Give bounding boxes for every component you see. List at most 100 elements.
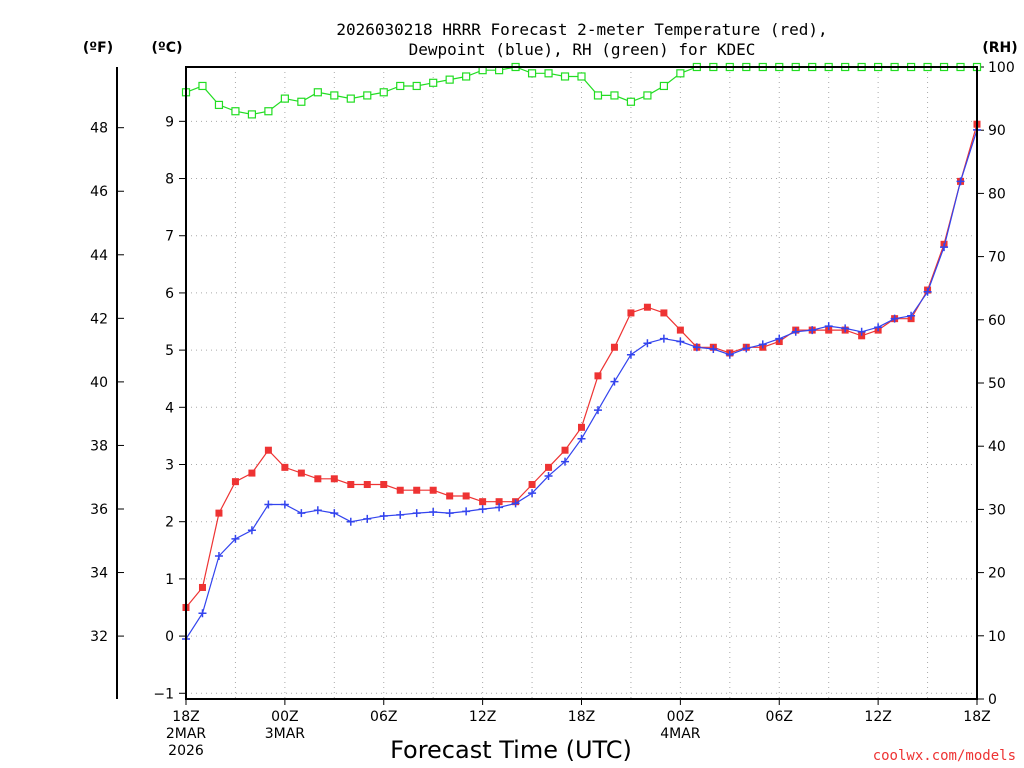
temperature-point xyxy=(660,309,668,317)
dewpoint-point xyxy=(445,509,454,518)
rh-point xyxy=(593,91,603,100)
dewpoint-point xyxy=(610,377,619,386)
dewpoint-point xyxy=(841,324,850,333)
celsius-tick-label: 9 xyxy=(165,114,174,130)
rh-tick-label: 40 xyxy=(988,439,1006,455)
fahrenheit-tick-label: 32 xyxy=(90,629,108,645)
dewpoint-point xyxy=(462,507,471,516)
celsius-tick-label: 6 xyxy=(165,286,174,302)
dewpoint-point xyxy=(709,344,718,353)
dewpoint-point xyxy=(725,350,734,359)
dewpoint-point xyxy=(643,339,652,348)
rh-point xyxy=(379,88,388,97)
temperature-point xyxy=(446,492,454,500)
dewpoint-point xyxy=(956,177,965,186)
x-tick-label: 00Z xyxy=(667,709,694,725)
plot-frame xyxy=(185,66,978,700)
x-tick-label: 12Z xyxy=(864,709,891,725)
chart-title-line-2: Dewpoint (blue), RH (green) for KDEC xyxy=(409,40,756,59)
dewpoint-point xyxy=(495,503,504,512)
temperature-point xyxy=(264,446,272,454)
dewpoint-point xyxy=(330,509,339,518)
dewpoint-point xyxy=(824,322,833,331)
x-tick-label: 06Z xyxy=(370,709,397,725)
rh-tick-label: 50 xyxy=(988,376,1006,392)
rh-point xyxy=(445,75,454,84)
temperature-point xyxy=(578,423,585,431)
dewpoint-point xyxy=(478,505,487,514)
rh-point xyxy=(577,72,586,81)
series-layer xyxy=(181,62,982,643)
dewpoint-point xyxy=(808,326,817,335)
dewpoint-point xyxy=(676,337,685,346)
rh-unit-label: (RH) xyxy=(982,40,1017,56)
celsius-tick-label: 0 xyxy=(165,629,174,645)
temperature-point xyxy=(858,332,866,340)
celsius-tick-label: 8 xyxy=(165,172,174,188)
rh-point xyxy=(610,91,619,100)
rh-point xyxy=(297,97,306,106)
dewpoint-point xyxy=(412,509,421,518)
x-tick-label: 18Z xyxy=(172,709,199,725)
dewpoint-point xyxy=(379,511,388,520)
dewpoint-point xyxy=(593,406,602,415)
x-tick-label: 2026 xyxy=(168,743,204,759)
chart-title-line-1: 2026030218 HRRR Forecast 2-meter Tempera… xyxy=(336,20,827,39)
celsius-tick-label: 1 xyxy=(165,572,174,588)
temperature-point xyxy=(347,481,355,489)
fahrenheit-tick-label: 36 xyxy=(90,502,108,518)
dewpoint-point xyxy=(396,510,405,519)
dewpoint-point xyxy=(198,609,207,618)
rh-tick-label: 70 xyxy=(988,250,1006,266)
x-axis-label: Forecast Time (UTC) xyxy=(390,736,632,764)
dewpoint-point xyxy=(429,507,438,516)
rh-point xyxy=(659,81,668,91)
dewpoint-point xyxy=(742,344,751,353)
temperature-point xyxy=(314,475,322,483)
temperature-point xyxy=(330,475,338,483)
rh-tick-label: 0 xyxy=(988,692,997,708)
dewpoint-point xyxy=(544,471,553,480)
dewpoint-point xyxy=(874,323,883,332)
temperature-point xyxy=(281,463,289,471)
temperature-point xyxy=(627,309,635,317)
temperature-line xyxy=(185,124,978,608)
rh-point xyxy=(429,78,438,87)
x-tick-label: 4MAR xyxy=(660,726,701,742)
fahrenheit-unit-label: (ºF) xyxy=(83,40,113,56)
rh-point xyxy=(363,91,372,100)
dewpoint-point xyxy=(940,243,949,252)
dewpoint-point xyxy=(511,499,520,508)
temperature-point xyxy=(396,486,404,494)
temperature-point xyxy=(363,481,371,489)
credit-text: coolwx.com/models xyxy=(873,748,1016,764)
temperature-point xyxy=(561,446,569,454)
x-tick-label: 12Z xyxy=(469,709,496,725)
dewpoint-point xyxy=(363,514,372,523)
dewpoint-point xyxy=(313,506,322,515)
fahrenheit-tick-label: 48 xyxy=(90,121,108,137)
dewpoint-point xyxy=(775,334,784,343)
x-tick-label: 00Z xyxy=(271,709,298,725)
dewpoint-point xyxy=(214,552,223,561)
rh-point xyxy=(214,100,224,110)
temperature-point xyxy=(198,583,206,591)
dewpoint-point xyxy=(890,314,899,323)
temperature-point xyxy=(545,463,553,471)
fahrenheit-tick-label: 44 xyxy=(90,248,108,264)
celsius-tick-label: 2 xyxy=(165,515,174,531)
temperature-point xyxy=(462,492,470,500)
celsius-tick-label: 7 xyxy=(165,229,174,245)
rh-tick-label: 80 xyxy=(988,186,1006,202)
dewpoint-point xyxy=(923,287,932,296)
dewpoint-point xyxy=(264,500,273,509)
celsius-tick-label: −1 xyxy=(153,686,174,702)
temperature-point xyxy=(215,509,223,517)
dewpoint-point xyxy=(247,526,256,535)
fahrenheit-tick-label: 34 xyxy=(90,566,108,582)
fahrenheit-tick-label: 42 xyxy=(90,311,108,327)
rh-point xyxy=(247,110,257,119)
dewpoint-point xyxy=(231,534,240,543)
temperature-point xyxy=(479,498,487,506)
temperature-point xyxy=(413,486,421,494)
